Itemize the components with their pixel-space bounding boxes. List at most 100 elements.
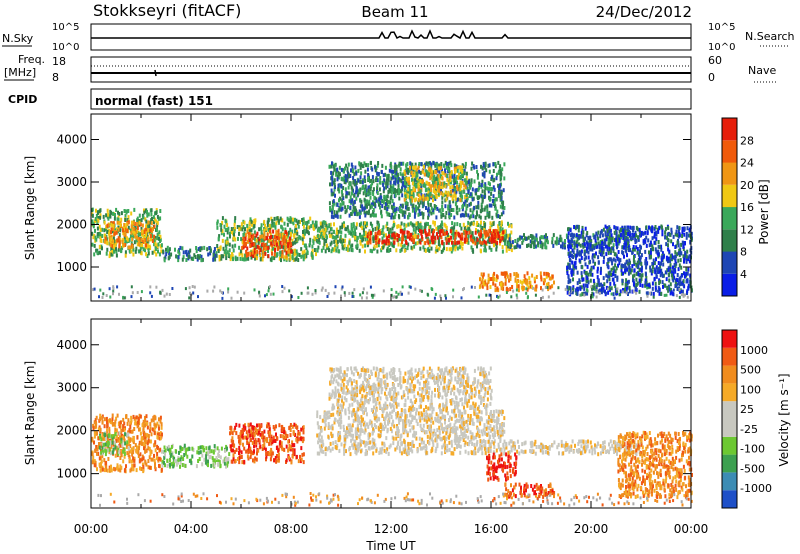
heatmap-cell-power-0 <box>139 232 141 237</box>
heatmap-cell-power-4 <box>275 230 278 235</box>
heatmap-cell-power-9 <box>522 286 525 290</box>
heatmap-cell-power-11 <box>657 270 659 274</box>
heatmap-cell-power-6 <box>501 236 504 241</box>
heatmap-cell-power-7 <box>425 161 428 166</box>
heatmap-cell-power-7 <box>474 188 477 193</box>
heatmap-cell-power-7 <box>487 163 490 168</box>
heatmap-cell-power-5 <box>480 249 482 254</box>
heatmap-cell-power-6 <box>382 239 385 244</box>
ground-scatter-power <box>392 295 395 299</box>
heatmap-cell-power-11 <box>645 243 648 248</box>
heatmap-cell-power-11 <box>609 281 612 286</box>
heatmap-cell-power-5 <box>343 243 346 248</box>
heatmap-cell-power-9 <box>492 281 495 286</box>
heatmap-cell-power-11 <box>592 278 595 283</box>
heatmap-cell-power-3 <box>248 221 251 226</box>
heatmap-cell-power-7 <box>389 180 392 185</box>
heatmap-cell-power-7 <box>372 192 375 196</box>
heatmap-cell-power-11 <box>642 231 645 236</box>
heatmap-cell-power-7 <box>389 184 392 189</box>
heatmap-cell-power-0 <box>101 246 103 251</box>
heatmap-cell-power-10 <box>579 234 582 239</box>
heatmap-cell-power-6 <box>484 231 487 236</box>
heatmap-cell-power-6 <box>449 229 452 234</box>
heatmap-cell-power-3 <box>243 257 246 262</box>
heatmap-cell-power-11 <box>607 242 610 247</box>
heatmap-cell-power-8 <box>417 182 420 187</box>
heatmap-cell-power-7 <box>334 193 336 198</box>
heatmap-cell-power-5 <box>360 224 362 228</box>
heatmap-cell-power-0 <box>113 239 116 244</box>
ground-scatter-power <box>268 285 271 289</box>
heatmap-cell-power-11 <box>631 264 634 269</box>
heatmap-cell-power-5 <box>448 247 451 252</box>
heatmap-cell-power-8 <box>464 178 467 183</box>
heatmap-cell-power-11 <box>689 273 692 278</box>
heatmap-cell-power-11 <box>680 251 683 256</box>
heatmap-cell-power-1 <box>110 222 113 227</box>
heatmap-cell-power-11 <box>636 227 639 232</box>
heatmap-cell-power-4 <box>261 242 264 247</box>
heatmap-cell-power-5 <box>459 223 462 228</box>
heatmap-cell-power-10 <box>545 245 548 250</box>
ground-scatter-power <box>618 293 621 297</box>
heatmap-cell-power-7 <box>472 196 475 201</box>
heatmap-cell-power-7 <box>379 176 382 180</box>
heatmap-cell-power-7 <box>401 193 404 198</box>
ground-scatter-power <box>109 295 112 299</box>
heatmap-cell-power-7 <box>355 208 357 213</box>
heatmap-cell-power-9 <box>505 271 508 276</box>
heatmap-cell-power-3 <box>222 246 225 251</box>
heatmap-cell-power-10 <box>507 242 510 247</box>
power-colorbar-label: Power [dB] <box>757 179 771 244</box>
heatmap-cell-power-4 <box>270 241 273 246</box>
ground-scatter-power <box>306 286 309 290</box>
heatmap-cell-power-8 <box>437 181 440 186</box>
heatmap-cell-power-11 <box>628 266 631 271</box>
heatmap-cell-power-7 <box>342 169 345 174</box>
heatmap-cell-power-7 <box>370 184 373 189</box>
heatmap-cell-power-3 <box>307 231 310 236</box>
heatmap-cell-power-4 <box>253 247 256 252</box>
heatmap-cell-power-11 <box>646 283 648 288</box>
heatmap-cell-power-11 <box>632 281 635 286</box>
heatmap-cell-power-11 <box>650 248 652 252</box>
heatmap-cell-power-10 <box>599 234 602 239</box>
heatmap-cell-power-7 <box>357 168 360 173</box>
heatmap-cell-power-7 <box>425 206 427 210</box>
heatmap-cell-power-8 <box>419 179 422 183</box>
heatmap-cell-power-11 <box>612 292 615 297</box>
heatmap-cell-power-8 <box>440 191 443 196</box>
heatmap-cell-power-3 <box>271 220 274 225</box>
heatmap-cell-power-3 <box>271 234 274 239</box>
ground-scatter-power <box>616 287 619 291</box>
heatmap-cell-power-11 <box>576 224 579 229</box>
heatmap-cell-power-11 <box>569 278 572 283</box>
heatmap-cell-power-11 <box>587 250 590 255</box>
heatmap-cell-power-7 <box>348 191 351 196</box>
heatmap-cell-power-11 <box>569 286 572 291</box>
ground-scatter-power <box>665 293 668 297</box>
heatmap-cell-power-5 <box>321 224 324 229</box>
heatmap-cell-power-7 <box>403 214 406 219</box>
heatmap-cell-power-6 <box>393 240 396 245</box>
ground-scatter-power <box>382 289 385 293</box>
heatmap-cell-power-8 <box>410 196 413 201</box>
heatmap-cell-power-7 <box>466 186 469 191</box>
heatmap-cell-power-11 <box>613 230 616 235</box>
heatmap-cell-power-1 <box>125 223 128 228</box>
heatmap-cell-power-7 <box>478 214 481 219</box>
heatmap-cell-power-7 <box>441 208 444 212</box>
heatmap-cell-power-5 <box>391 226 394 231</box>
heatmap-cell-power-5 <box>381 228 384 233</box>
ground-scatter-power <box>434 292 437 296</box>
heatmap-cell-power-11 <box>626 285 629 290</box>
ground-scatter-power <box>534 293 537 297</box>
heatmap-cell-power-7 <box>496 172 498 177</box>
heatmap-cell-power-7 <box>416 191 419 196</box>
heatmap-cell-power-11 <box>635 245 638 250</box>
heatmap-cell-power-10 <box>546 240 549 245</box>
heatmap-cell-velocity-0 <box>123 438 126 443</box>
heatmap-cell-power-7 <box>353 209 356 214</box>
heatmap-cell-power-1 <box>149 237 152 242</box>
